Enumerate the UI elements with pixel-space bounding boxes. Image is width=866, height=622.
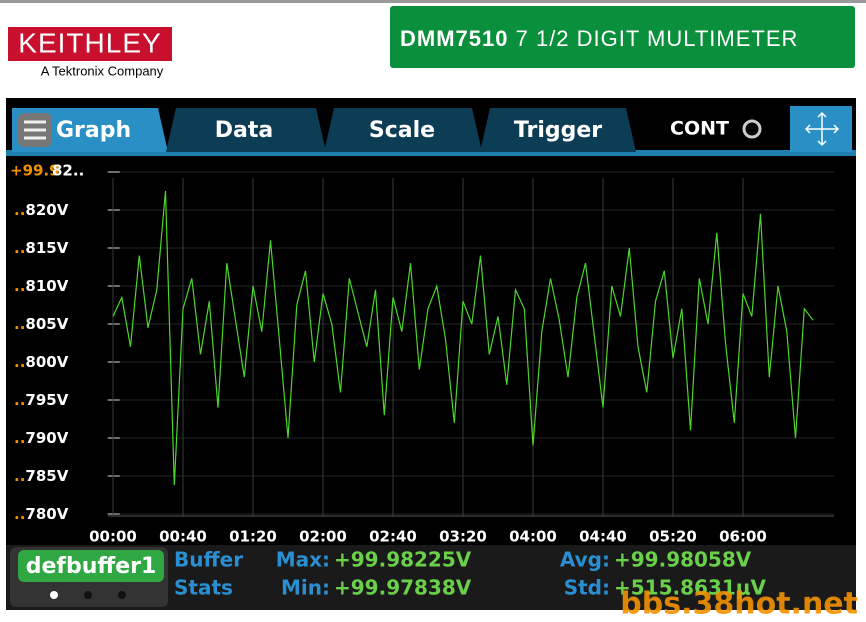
x-tick-label: 00:00: [89, 528, 137, 546]
y-prefix: +99.9: [10, 162, 60, 180]
tab-underline: [6, 150, 856, 156]
buffer-name[interactable]: defbuffer1: [26, 554, 157, 579]
y-tick-label: ..780V: [14, 505, 69, 523]
stats-title: Stats: [174, 576, 233, 600]
x-tick-label: 04:40: [579, 528, 627, 546]
stat-label: Min:: [281, 576, 330, 600]
tab-label[interactable]: Data: [215, 118, 273, 143]
plot: +99.9 ..780V ..785V ..790V ..795V ..800V ..805…: [10, 162, 834, 546]
stats-title: Buffer: [174, 548, 243, 572]
stat-value: +99.98225V: [334, 548, 472, 572]
x-tick-label: 06:00: [719, 528, 767, 546]
page-dot: [50, 591, 58, 599]
y-tick-label: ..805V: [14, 315, 69, 333]
stat-label: Avg:: [560, 548, 610, 572]
logo-box: [8, 27, 172, 61]
y-tick-label: ..800V: [14, 353, 69, 371]
model-banner: [390, 6, 855, 68]
model: DMM7510: [400, 26, 508, 51]
y-tick-label: ..820V: [14, 201, 69, 219]
x-tick-label: 05:20: [649, 528, 697, 546]
display: [6, 98, 856, 610]
y-tick-label: ..810V: [14, 277, 69, 295]
page-dot: [118, 591, 126, 599]
cont-icon: [742, 119, 762, 139]
tab[interactable]: [324, 108, 482, 152]
x-tick-label: 02:40: [369, 528, 417, 546]
tab[interactable]: [166, 108, 326, 152]
stat-value: +99.98058V: [614, 548, 752, 572]
stat-value: +515.8631μV: [614, 576, 766, 600]
x-tick-label: 03:20: [439, 528, 487, 546]
tab-label[interactable]: Trigger: [514, 118, 602, 143]
stat-value: +99.97838V: [334, 576, 472, 600]
stat-label: Std:: [564, 576, 610, 600]
buffer-button[interactable]: [18, 550, 164, 582]
x-tick-label: 01:20: [229, 528, 277, 546]
description: 7 1/2 DIGIT MULTIMETER: [516, 26, 799, 51]
x-tick-label: 04:00: [509, 528, 557, 546]
y-tick-label: ..815V: [14, 239, 69, 257]
data-line: [112, 190, 814, 486]
brand: KEITHLEY: [18, 27, 161, 58]
y-tick-label: ..795V: [14, 391, 69, 409]
swipe-icon: [804, 111, 840, 147]
top-border: [0, 0, 866, 3]
y-tick-label: ..790V: [14, 429, 69, 447]
menu-icon: [24, 120, 46, 140]
stat-label: Max:: [276, 548, 330, 572]
tab-label[interactable]: Scale: [369, 118, 435, 143]
tab-label[interactable]: Graph: [56, 118, 131, 143]
tab[interactable]: [480, 108, 636, 152]
tagline: A Tektronix Company: [41, 63, 164, 78]
x-tick-label: 02:00: [299, 528, 347, 546]
page-dot: [84, 591, 92, 599]
y-tick-label: 82..: [52, 162, 84, 180]
y-tick-label: ..785V: [14, 467, 69, 485]
x-tick-label: 00:40: [159, 528, 207, 546]
model-line: DMM7510 7 1/2 DIGIT MULTIMETER: [400, 26, 798, 51]
watermark: bbs.38hot.net: [620, 587, 858, 622]
trigger-mode[interactable]: CONT: [670, 118, 729, 140]
